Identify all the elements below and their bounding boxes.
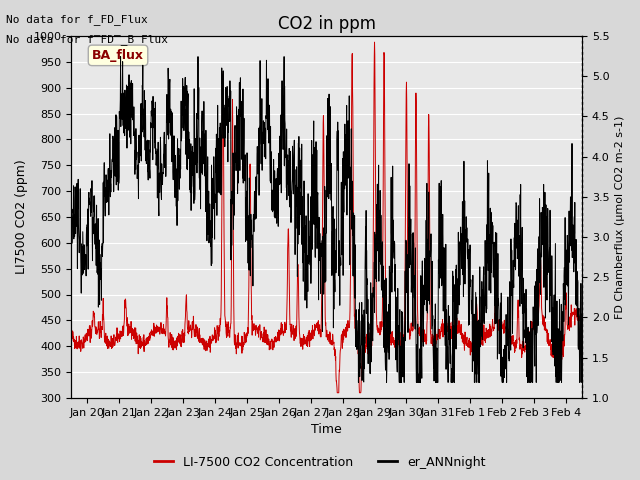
Text: No data for f_FD_Flux: No data for f_FD_Flux bbox=[6, 14, 148, 25]
Legend: LI-7500 CO2 Concentration, er_ANNnight: LI-7500 CO2 Concentration, er_ANNnight bbox=[149, 451, 491, 474]
Y-axis label: FD Chamberflux (μmol CO2 m-2 s-1): FD Chamberflux (μmol CO2 m-2 s-1) bbox=[615, 115, 625, 319]
Title: CO2 in ppm: CO2 in ppm bbox=[278, 15, 376, 33]
Text: BA_flux: BA_flux bbox=[92, 49, 144, 62]
Y-axis label: LI7500 CO2 (ppm): LI7500 CO2 (ppm) bbox=[15, 159, 28, 274]
Text: No data for f̅FD̅_B Flux: No data for f̅FD̅_B Flux bbox=[6, 34, 168, 45]
X-axis label: Time: Time bbox=[311, 423, 342, 436]
